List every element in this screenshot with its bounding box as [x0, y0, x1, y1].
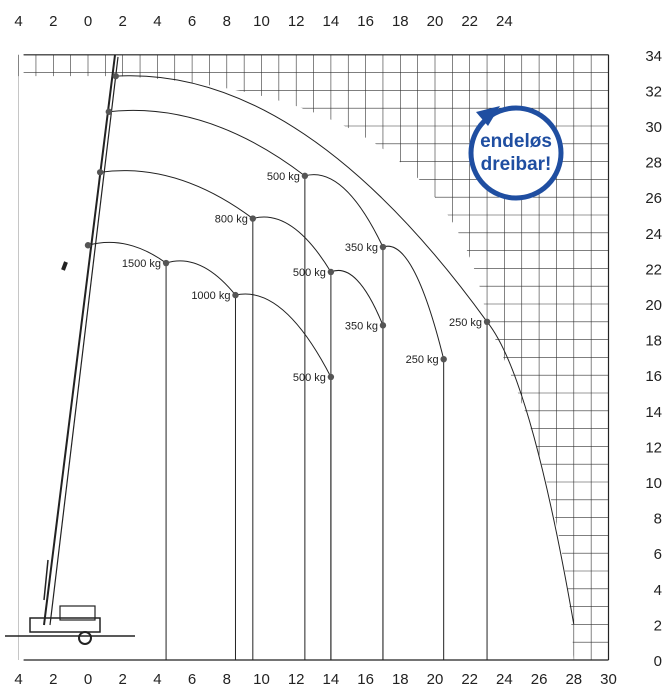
load-label: 350 kg	[345, 320, 378, 332]
right-tick-label: 12	[645, 439, 662, 456]
top-tick-label: 2	[49, 13, 57, 30]
load-point	[327, 268, 335, 276]
bottom-tick-label: 4	[153, 671, 161, 688]
curve-start-point	[96, 169, 104, 176]
bottom-tick-label: 24	[496, 671, 513, 688]
bottom-tick-label: 22	[461, 671, 478, 688]
curve-start-point	[84, 242, 92, 249]
right-tick-label: 6	[654, 546, 662, 563]
bottom-tick-label: 14	[323, 671, 340, 688]
load-point	[162, 259, 170, 267]
right-tick-label: 14	[645, 404, 662, 421]
top-tick-label: 22	[461, 13, 478, 30]
bottom-tick-label: 4	[14, 671, 22, 688]
load-label: 350 kg	[345, 242, 378, 254]
curve-start-point	[105, 108, 113, 115]
top-tick-label: 4	[153, 13, 161, 30]
load-label: 250 kg	[406, 354, 439, 366]
load-point	[483, 318, 491, 325]
bottom-tick-label: 28	[565, 671, 582, 688]
bottom-tick-label: 6	[188, 671, 196, 688]
bottom-tick-label: 20	[427, 671, 444, 688]
drop-lines	[165, 175, 488, 660]
load-point	[379, 322, 387, 329]
crane-chassis	[29, 617, 101, 633]
right-tick-label: 10	[645, 475, 662, 492]
bottom-tick-label: 12	[288, 671, 305, 688]
top-tick-label: 8	[223, 13, 231, 30]
load-curve	[115, 75, 575, 625]
load-points	[84, 72, 491, 381]
load-label: 500 kg	[293, 267, 326, 279]
top-tick-label: 6	[188, 13, 196, 30]
top-tick-label: 2	[119, 13, 127, 30]
crane-illustration	[5, 54, 135, 645]
top-tick-label: 14	[323, 13, 340, 30]
load-curves	[87, 75, 575, 625]
right-tick-label: 8	[654, 511, 662, 528]
right-tick-label: 24	[645, 226, 662, 243]
bottom-tick-label: 0	[84, 671, 92, 688]
bottom-tick-label: 10	[253, 671, 270, 688]
bottom-tick-label: 2	[119, 671, 127, 688]
rotation-badge: endeløs dreibar!	[468, 105, 564, 201]
badge-line2: dreibar!	[481, 154, 552, 175]
top-tick-label: 10	[253, 13, 270, 30]
bottom-tick-label: 8	[223, 671, 231, 688]
axis-ticks: 4 2 0 2 4 6 8 10 12 14 16 18 20 22 244 2 0 2 4 6 8 10 12 14 16 18…	[14, 13, 662, 688]
badge-line1: endeløs	[480, 131, 552, 152]
right-tick-label: 18	[645, 333, 662, 350]
load-label: 1500 kg	[122, 258, 161, 270]
right-tick-label: 2	[654, 617, 662, 634]
top-tick-label: 0	[84, 13, 92, 30]
right-tick-label: 34	[645, 48, 662, 65]
right-tick-label: 20	[645, 297, 662, 314]
top-tick-label: 4	[14, 13, 22, 30]
load-labels: 1500 kg 1000 kg 500 kg 800 kg 500 kg 350 kg 50…	[122, 171, 482, 384]
grid	[18, 54, 610, 661]
right-tick-label: 0	[654, 653, 662, 670]
bottom-tick-label: 26	[531, 671, 548, 688]
bottom-tick-label: 16	[357, 671, 374, 688]
load-label: 250 kg	[449, 317, 482, 329]
load-label: 500 kg	[293, 372, 326, 384]
crane-cab	[59, 605, 96, 621]
bottom-tick-label: 2	[49, 671, 57, 688]
top-tick-label: 24	[496, 13, 513, 30]
bottom-tick-label: 30	[600, 671, 617, 688]
load-label: 1000 kg	[191, 290, 230, 302]
right-tick-label: 4	[654, 582, 662, 599]
top-tick-label: 20	[427, 13, 444, 30]
working-area	[18, 76, 574, 660]
load-point	[379, 243, 387, 251]
top-tick-label: 16	[357, 13, 374, 30]
right-tick-label: 16	[645, 368, 662, 385]
top-tick-label: 12	[288, 13, 305, 30]
load-curve	[108, 109, 445, 360]
load-label: 500 kg	[267, 171, 300, 183]
right-tick-label: 22	[645, 261, 662, 278]
load-point	[301, 172, 309, 180]
crane-wheel	[78, 631, 92, 645]
load-point	[440, 355, 447, 363]
load-curve	[100, 170, 384, 326]
load-label: 800 kg	[215, 214, 248, 226]
bottom-tick-label: 18	[392, 671, 409, 688]
right-tick-label: 30	[645, 119, 662, 136]
top-tick-label: 18	[392, 13, 409, 30]
load-point	[327, 373, 335, 381]
arrow-head-icon	[476, 106, 500, 126]
curve-start-point	[112, 72, 119, 80]
load-curve	[87, 241, 332, 378]
right-tick-label: 28	[645, 155, 662, 172]
right-tick-label: 26	[645, 190, 662, 207]
load-point	[249, 215, 257, 222]
right-tick-label: 32	[645, 83, 662, 100]
load-point	[232, 291, 239, 299]
badge-ring	[468, 105, 564, 201]
